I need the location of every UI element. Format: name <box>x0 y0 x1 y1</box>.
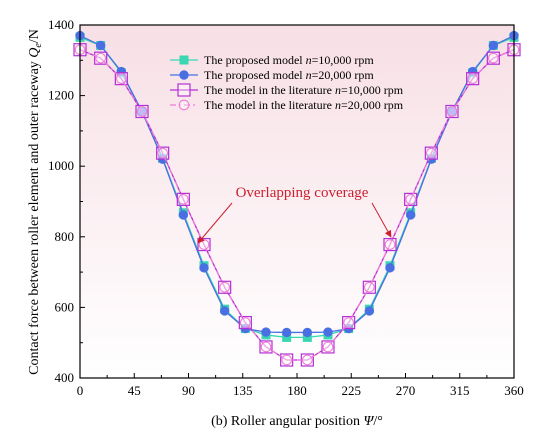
series-4-point <box>95 52 107 64</box>
x-tick-label: 90 <box>182 383 195 398</box>
y-tick-label: 1400 <box>48 17 74 32</box>
legend-item-4: The model in the literature n=20,000 rpm <box>170 98 404 112</box>
plot-background <box>80 25 514 378</box>
series-3-point <box>445 104 459 119</box>
annotation-group: Overlapping coverage <box>197 185 392 244</box>
series-4-point <box>343 317 355 328</box>
x-tick-label: 360 <box>504 383 524 398</box>
x-axis-caption-symbol: Ψ <box>364 414 375 429</box>
x-axis-caption-prefix: (b) Roller angular position <box>211 414 363 429</box>
y-axis-label-unit: /N <box>27 29 42 43</box>
legend-label: The proposed model n=10,000 rpm <box>204 53 374 67</box>
legend-marker <box>179 70 189 80</box>
legend-label-prefix: The model in the literature <box>204 98 335 112</box>
series-3-point <box>321 340 335 354</box>
series-2-point <box>488 40 499 51</box>
x-tick-label: 225 <box>342 383 362 398</box>
series-2-point <box>281 327 292 338</box>
legend-label-var: n <box>335 83 341 97</box>
series-4-point <box>467 73 479 85</box>
series-2-point <box>178 210 189 220</box>
series-4-point <box>198 239 210 250</box>
series-3-point <box>404 192 418 206</box>
series-2-point <box>95 40 106 51</box>
series-4-point <box>363 281 375 293</box>
series-2-point <box>467 66 478 77</box>
series-4-point <box>177 194 189 205</box>
legend-marker <box>178 99 190 111</box>
y-axis: 400 600 800 1000 1200 1400 <box>48 17 85 385</box>
legend-label: The proposed model n=20,000 rpm <box>204 68 374 82</box>
legend-label-var: n <box>306 68 312 82</box>
series-4-point <box>219 281 231 293</box>
series-4-point <box>384 239 396 250</box>
y-axis-label: Contact force between roller element and… <box>27 29 44 375</box>
series-2-point <box>323 327 333 337</box>
legend-marker <box>177 83 191 97</box>
series-2-point <box>219 306 230 316</box>
series-2-point <box>261 327 271 337</box>
series-2-point <box>199 263 209 273</box>
annotation-arrow-right <box>371 202 392 238</box>
x-tick-label: 315 <box>450 383 470 398</box>
legend-item-2: The proposed model n=20,000 rpm <box>170 68 374 82</box>
annotation-text: Overlapping coverage <box>236 185 369 201</box>
legend-label-prefix: The proposed model <box>204 53 306 67</box>
series-4-point <box>487 52 499 64</box>
y-tick-label: 600 <box>55 299 75 314</box>
legend-label-value: =20,000 rpm <box>341 98 404 112</box>
series-4-point <box>136 106 148 117</box>
legend-marker <box>179 55 189 65</box>
series-2-point <box>116 66 127 77</box>
series-2 <box>75 30 519 338</box>
x-axis: 0 45 90 135 180 225 270 315 360 <box>77 373 524 398</box>
series-4-point <box>260 341 272 353</box>
series-2-point <box>385 263 395 273</box>
series-2-point <box>302 327 313 338</box>
x-tick-label: 0 <box>77 383 84 398</box>
y-tick-label: 400 <box>55 370 75 385</box>
legend-label-prefix: The proposed model <box>204 68 306 82</box>
legend-label-value: =20,000 rpm <box>312 68 375 82</box>
series-4-line <box>79 49 515 361</box>
y-tick-label: 1000 <box>48 158 74 173</box>
series-4-point <box>322 341 334 353</box>
legend-label: The model in the literature n=20,000 rpm <box>204 98 404 112</box>
x-tick-label: 45 <box>128 383 141 398</box>
series-4-point <box>157 147 169 159</box>
legend-label-var: n <box>335 98 341 112</box>
series-4-point <box>281 354 293 366</box>
series-4-point <box>405 194 417 205</box>
series-4-point <box>446 106 458 117</box>
series-3-point <box>94 51 108 65</box>
y-axis-label-symbol: Q <box>27 48 42 58</box>
series-2-line <box>79 35 515 334</box>
annotation-arrow-left <box>197 202 233 244</box>
series-4-point <box>115 73 127 85</box>
legend-label-prefix: The model in the literature <box>204 83 335 97</box>
legend-label-value: =10,000 rpm <box>341 83 404 97</box>
x-axis-caption-unit: /° <box>373 414 383 429</box>
y-axis-label-subscript: e <box>33 43 44 48</box>
x-axis-caption: (b) Roller angular position Ψ/° <box>211 414 383 429</box>
legend-item-3: The model in the literature n=10,000 rpm <box>170 83 404 97</box>
series-4-point <box>239 317 251 328</box>
series-3-point <box>135 104 149 119</box>
series-4-point <box>425 147 437 159</box>
series-2-point <box>405 210 416 220</box>
series-4-point <box>301 354 313 366</box>
legend-label: The model in the literature n=10,000 rpm <box>204 83 404 97</box>
y-tick-label: 1200 <box>48 88 74 103</box>
y-tick-label: 800 <box>55 229 75 244</box>
legend-label-var: n <box>306 53 312 67</box>
legend-item-1: The proposed model n=10,000 rpm <box>170 53 374 67</box>
series-2-point <box>364 306 375 316</box>
y-axis-label-text: Contact force between roller element and… <box>27 58 42 375</box>
x-tick-label: 135 <box>233 383 253 398</box>
x-tick-label: 180 <box>287 383 307 398</box>
legend-label-value: =10,000 rpm <box>312 53 375 67</box>
x-tick-label: 270 <box>396 383 416 398</box>
